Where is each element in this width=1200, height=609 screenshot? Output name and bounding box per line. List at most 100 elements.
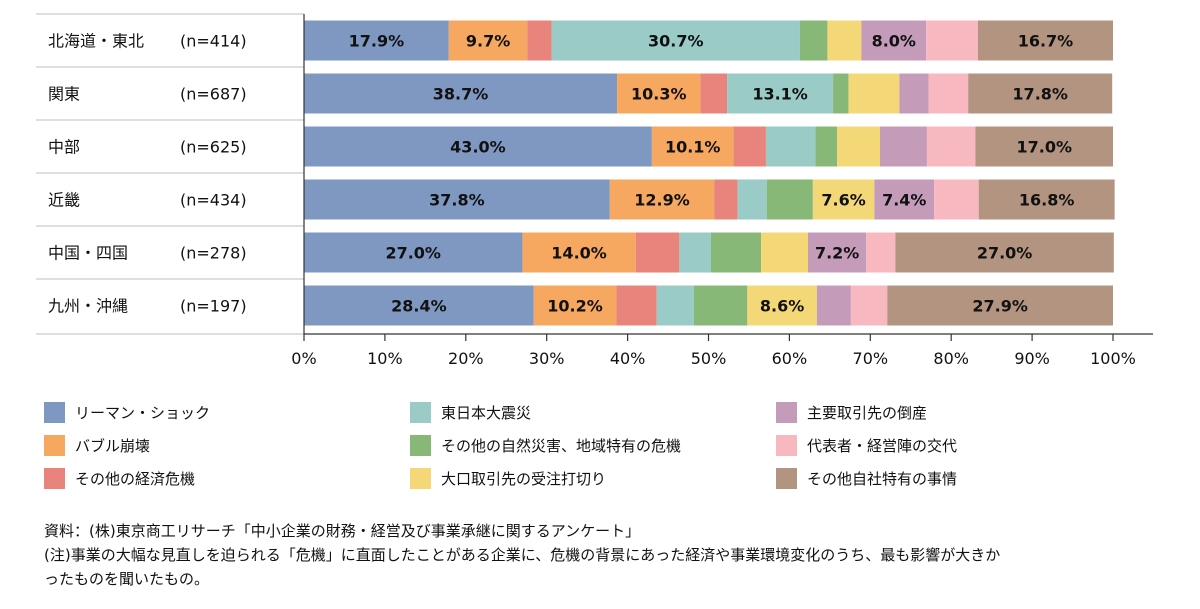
- bar-segment: [609, 179, 715, 220]
- data-label: 43.0%: [450, 138, 506, 157]
- category-label: 九州・沖縄: [48, 297, 128, 316]
- bar-segment: [679, 232, 711, 273]
- legend-swatch: [410, 467, 431, 489]
- bar-segment: [304, 285, 534, 326]
- legend-label: その他自社特有の事情: [807, 469, 958, 488]
- legend-item: その他自社特有の事情: [776, 466, 957, 490]
- bar-segment: [304, 179, 610, 220]
- bar-segment: [714, 179, 738, 220]
- bar-segment: [880, 126, 927, 167]
- legend-label: その他の経済危機: [75, 469, 196, 488]
- data-label: 37.8%: [429, 191, 485, 210]
- bar-segment: [978, 179, 1115, 220]
- bar-segment: [522, 232, 636, 273]
- bar-segment: [747, 285, 817, 326]
- x-tick-label: 0%: [291, 349, 316, 368]
- data-label: 10.2%: [547, 297, 603, 316]
- legend: リーマン・ショック バブル崩壊その他の経済危機 東日本大震災その他の自然災害、地域特…: [44, 400, 1174, 500]
- bar-segment: [934, 179, 979, 220]
- category-count: (n=434): [180, 191, 247, 210]
- data-label: 14.0%: [551, 244, 607, 263]
- category-count: (n=414): [180, 32, 247, 51]
- bar-segment: [651, 126, 734, 167]
- bar-segment: [895, 232, 1114, 273]
- bar-segment: [928, 73, 969, 114]
- category-count: (n=687): [180, 85, 247, 104]
- data-label: 38.7%: [433, 85, 489, 104]
- bar-segment: [827, 20, 862, 61]
- data-label: 13.1%: [752, 85, 808, 104]
- bar-segment: [727, 73, 834, 114]
- notes: 資料：(株)東京商工リサーチ「中小企業の財務・経営及び事業承継に関するアンケート…: [44, 519, 1184, 591]
- x-tick-label: 10%: [367, 349, 403, 368]
- legend-label: 代表者・経営陣の交代: [807, 436, 958, 455]
- bar-segment: [304, 73, 618, 114]
- legend-swatch: [44, 401, 65, 423]
- data-label: 16.8%: [1019, 191, 1075, 210]
- legend-item: 東日本大震災: [410, 400, 531, 424]
- data-label: 28.4%: [391, 297, 447, 316]
- bar-segment: [551, 20, 800, 61]
- legend-label: リーマン・ショック: [75, 403, 211, 422]
- x-tick-label: 80%: [933, 349, 969, 368]
- category-count: (n=625): [180, 138, 247, 157]
- data-label: 17.8%: [1012, 85, 1068, 104]
- legend-item: その他の経済危機: [44, 466, 195, 490]
- bar-segment: [304, 20, 449, 61]
- bar-segment: [816, 285, 851, 326]
- legend-swatch: [410, 434, 431, 456]
- legend-swatch: [776, 401, 797, 423]
- data-label: 8.0%: [872, 32, 916, 51]
- data-label: 8.6%: [760, 297, 804, 316]
- data-label: 7.2%: [815, 244, 859, 263]
- bar-segment: [700, 73, 728, 114]
- category-label: 中国・四国: [48, 244, 128, 263]
- bar-segment: [833, 73, 849, 114]
- bar-segment: [837, 126, 881, 167]
- x-tick-label: 20%: [448, 349, 484, 368]
- bar-segment: [765, 126, 816, 167]
- chart-svg: 北海道・東北 (n=414) 17.9% 9.7% 30.7% 8.0% 16.7% 関東 (n…: [36, 13, 1153, 368]
- legend-item: 大口取引先の受注打切り: [410, 466, 606, 490]
- legend-label: 大口取引先の受注打切り: [441, 469, 607, 488]
- category-label: 北海道・東北: [48, 32, 144, 51]
- bar-segment: [766, 179, 813, 220]
- bar-segment: [304, 126, 652, 167]
- legend-item: その他の自然災害、地域特有の危機: [410, 433, 681, 457]
- category-label: 中部: [48, 138, 80, 157]
- bar-segment: [617, 73, 701, 114]
- x-tick-label: 70%: [853, 349, 889, 368]
- data-label: 27.9%: [972, 297, 1028, 316]
- bar-segment: [874, 179, 935, 220]
- bar-segment: [812, 179, 875, 220]
- legend-swatch: [776, 434, 797, 456]
- legend-label: その他の自然災害、地域特有の危機: [441, 436, 682, 455]
- bar-segment: [848, 73, 900, 114]
- bar-segment: [808, 232, 867, 273]
- bar-segment: [866, 232, 896, 273]
- bar-segment: [887, 285, 1113, 326]
- stacked-bar-chart: 北海道・東北 (n=414) 17.9% 9.7% 30.7% 8.0% 16.7% 関東 (n…: [36, 13, 1153, 368]
- bar-segment: [815, 126, 838, 167]
- category-label: 近畿: [48, 191, 80, 210]
- x-tick-label: 40%: [610, 349, 646, 368]
- legend-swatch: [44, 467, 65, 489]
- legend-label: バブル崩壊: [75, 436, 151, 455]
- legend-item: リーマン・ショック: [44, 400, 210, 424]
- bar-segment: [761, 232, 809, 273]
- bar-segment: [448, 20, 528, 61]
- data-label: 7.6%: [821, 191, 865, 210]
- bar-segment: [799, 20, 828, 61]
- data-label: 16.7%: [1018, 32, 1074, 51]
- data-label: 9.7%: [466, 32, 510, 51]
- bar-segment: [533, 285, 617, 326]
- bar-segment: [656, 285, 694, 326]
- data-label: 10.1%: [665, 138, 721, 157]
- legend-swatch: [410, 401, 431, 423]
- data-label: 27.0%: [385, 244, 441, 263]
- bar-segment: [861, 20, 927, 61]
- legend-label: 主要取引先の倒産: [807, 403, 928, 422]
- legend-item: 主要取引先の倒産: [776, 400, 927, 424]
- data-label: 7.4%: [882, 191, 926, 210]
- category-label: 関東: [48, 85, 80, 104]
